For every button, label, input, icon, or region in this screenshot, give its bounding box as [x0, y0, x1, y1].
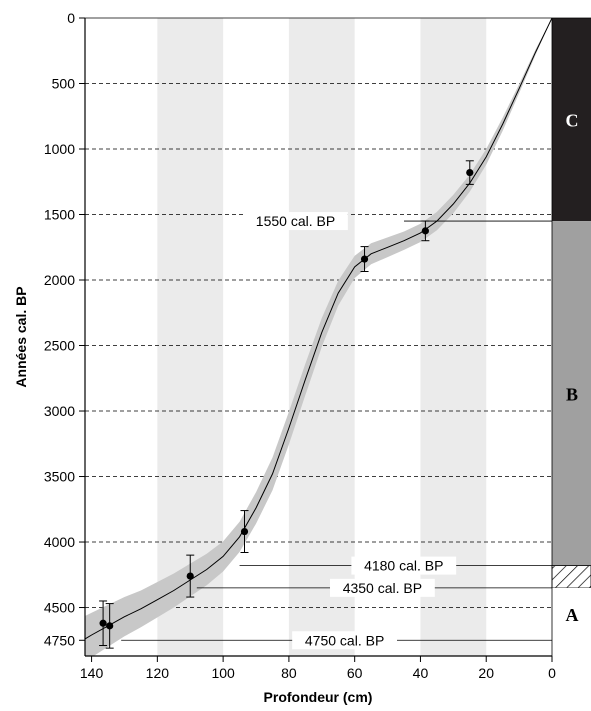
- zone-label: A: [566, 605, 579, 625]
- shaded-band: [157, 18, 224, 656]
- annotation-label-bg: [330, 578, 435, 597]
- data-point: [421, 227, 429, 235]
- annotation-label-bg: [292, 631, 397, 650]
- x-tick-label: 0: [548, 665, 556, 681]
- data-point: [360, 255, 369, 263]
- x-tick-label: 100: [211, 665, 235, 681]
- tick-labels: 0500100015002000250030003500400045004750…: [44, 10, 556, 681]
- data-point: [186, 572, 194, 580]
- annotation-label: 4750 cal. BP: [305, 632, 384, 648]
- y-tick-label: 1000: [44, 141, 75, 157]
- x-tick-label: 60: [347, 665, 363, 681]
- uncertainty-envelope-layer: [85, 18, 552, 656]
- x-tick-label: 40: [413, 665, 429, 681]
- x-axis-title: Profondeur (cm): [264, 689, 373, 705]
- y-tick-label: 3500: [44, 469, 75, 485]
- annotation-label: 1550 cal. BP: [256, 213, 335, 229]
- shaded-band: [420, 18, 487, 656]
- zone-label: B: [566, 384, 578, 404]
- y-tick-label: 2000: [44, 272, 75, 288]
- y-tick-label: 4750: [44, 632, 75, 648]
- data-point: [466, 168, 474, 177]
- data-point: [99, 619, 107, 627]
- zone-block: [552, 18, 591, 222]
- y-tick-label: 2500: [44, 338, 75, 354]
- y-tick-label: 0: [67, 10, 75, 26]
- y-tick-label: 500: [52, 76, 76, 92]
- uncertainty-envelope: [85, 18, 552, 656]
- data-point: [240, 527, 249, 536]
- y-gridlines: [85, 83, 552, 608]
- zone-block: [552, 221, 591, 566]
- lithology-zones: C B A: [551, 17, 591, 641]
- annotation-label-bg: [351, 556, 457, 575]
- x-tick-label: 120: [146, 665, 170, 681]
- data-point: [106, 622, 114, 630]
- zone-label: C: [566, 111, 579, 131]
- x-tick-label: 20: [478, 665, 494, 681]
- axes: [84, 17, 553, 657]
- annotation-label-bg: [243, 212, 348, 231]
- zone-block: [552, 587, 591, 641]
- curve-layer: [85, 18, 552, 640]
- x-tick-label: 140: [80, 665, 104, 681]
- annotation-label: 4350 cal. BP: [343, 580, 422, 596]
- annotation-label: 4180 cal. BP: [364, 558, 443, 574]
- y-axis-title: Années cal. BP: [13, 286, 29, 387]
- annotations: 1550 cal. BP 4180 cal. BP 4350 cal. BP 4750…: [121, 212, 552, 650]
- y-tick-label: 3000: [44, 403, 75, 419]
- y-tick-label: 4500: [44, 600, 75, 616]
- data-points: [99, 160, 474, 649]
- x-tick-label: 80: [281, 665, 297, 681]
- y-tick-label: 1500: [44, 207, 75, 223]
- age-depth-curve: [85, 18, 552, 640]
- zone-block: [551, 565, 591, 589]
- y-tick-label: 4000: [44, 534, 75, 550]
